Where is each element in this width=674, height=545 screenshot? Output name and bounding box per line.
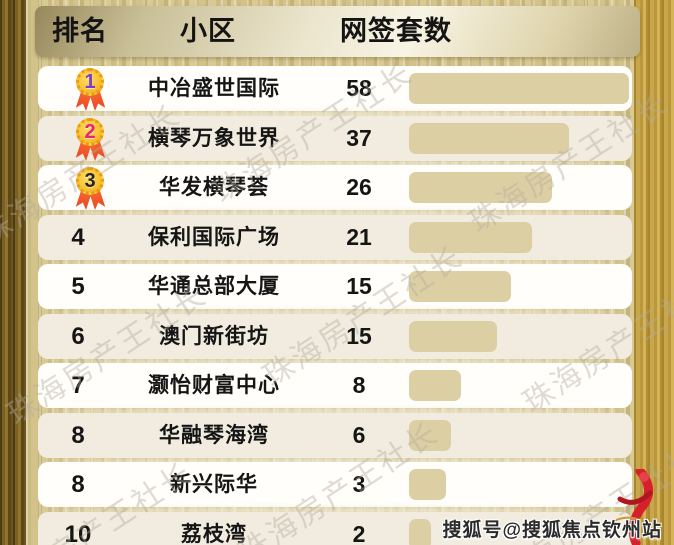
rank-cell: 8 xyxy=(71,421,85,449)
table-row: 4 保利国际广场 21 xyxy=(38,214,632,265)
table-row: 3 华发横琴荟 26 xyxy=(38,165,632,215)
community-name-cell: 中冶盛世国际 xyxy=(148,77,280,100)
community-name-cell: 保利国际广场 xyxy=(148,225,280,249)
table-header: 排名 小区 网签套数 xyxy=(35,6,640,57)
table-row: 10 荔枝湾 2 xyxy=(38,511,632,545)
deal-count-cell: 26 xyxy=(346,174,372,200)
wood-frame-left xyxy=(0,0,26,545)
sohu-credit-text: 搜狐号@搜狐焦点钦州站 xyxy=(442,520,662,541)
value-bar xyxy=(409,172,552,203)
value-bar xyxy=(409,518,431,545)
medal-icon: 1 xyxy=(72,67,114,112)
table-row: 1 中冶盛世国际 58 xyxy=(38,66,632,116)
ranking-rows: 1 中冶盛世国际 58 2 横琴万象世界 37 3 华发横琴荟 26 4 保利国… xyxy=(38,66,632,545)
community-name-cell: 新兴际华 xyxy=(170,473,258,496)
table-row: 8 华融琴海湾 6 xyxy=(38,412,632,463)
community-name-cell: 华通总部大厦 xyxy=(148,275,280,298)
value-bar xyxy=(409,419,451,451)
deal-count-cell: 15 xyxy=(346,273,372,299)
deal-count-cell: 21 xyxy=(346,223,372,250)
value-bar xyxy=(409,221,532,253)
rank-cell: 6 xyxy=(71,322,85,350)
value-bar xyxy=(409,370,461,401)
value-bar xyxy=(409,320,497,352)
rank-cell: 5 xyxy=(71,273,85,300)
deal-count-cell: 3 xyxy=(352,471,366,497)
header-name-label: 小区 xyxy=(180,16,236,46)
deal-count-cell: 8 xyxy=(352,372,366,398)
table-row: 5 华通总部大厦 15 xyxy=(38,264,632,314)
deal-count-cell: 58 xyxy=(346,75,372,101)
red-ribbon-graphic xyxy=(613,469,653,545)
table-row: 6 澳门新街坊 15 xyxy=(38,313,632,364)
value-bar xyxy=(409,122,569,154)
value-bar xyxy=(409,73,629,104)
rank-cell: 1 xyxy=(48,66,108,111)
community-name-cell: 澳门新街坊 xyxy=(159,324,269,348)
table-row: 8 新兴际华 3 xyxy=(38,462,632,512)
value-bar xyxy=(409,469,446,500)
community-name-cell: 灏怡财富中心 xyxy=(148,374,280,397)
rank-cell: 8 xyxy=(71,471,85,498)
header-rank-label: 排名 xyxy=(52,16,108,46)
rank-cell: 4 xyxy=(71,223,85,251)
deal-count-cell: 6 xyxy=(352,421,366,448)
community-name-cell: 华发横琴荟 xyxy=(159,176,269,199)
deal-count-cell: 15 xyxy=(346,322,372,349)
community-name-cell: 荔枝湾 xyxy=(181,522,247,545)
deal-count-cell: 37 xyxy=(346,124,372,151)
table-row: 7 灏怡财富中心 8 xyxy=(38,363,632,413)
deal-count-cell: 2 xyxy=(352,520,366,545)
header-count-label: 网签套数 xyxy=(340,16,452,46)
medal-icon: 2 xyxy=(72,117,114,162)
wood-frame-right xyxy=(634,0,674,545)
rank-cell: 2 xyxy=(48,116,108,161)
medal-icon: 3 xyxy=(72,166,114,211)
table-row: 2 横琴万象世界 37 xyxy=(38,115,632,166)
rank-cell: 3 xyxy=(48,165,108,210)
rank-cell: 7 xyxy=(71,372,85,399)
rank-cell: 10 xyxy=(64,520,92,545)
value-bar xyxy=(409,271,511,302)
community-name-cell: 华融琴海湾 xyxy=(159,423,269,447)
community-name-cell: 横琴万象世界 xyxy=(148,126,280,150)
